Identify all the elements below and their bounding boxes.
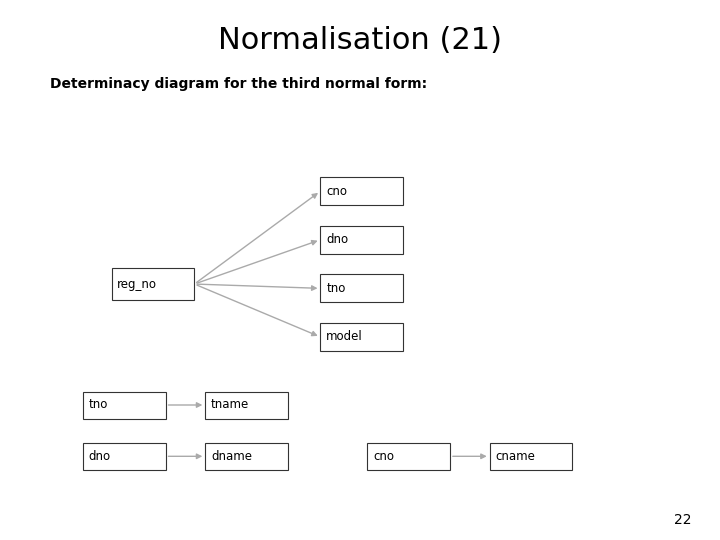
Text: 22: 22 xyxy=(674,512,691,526)
FancyBboxPatch shape xyxy=(490,443,572,470)
Text: dname: dname xyxy=(211,450,252,463)
Text: dno: dno xyxy=(326,233,348,246)
FancyBboxPatch shape xyxy=(112,268,194,300)
Text: cname: cname xyxy=(495,450,535,463)
Text: reg_no: reg_no xyxy=(117,278,158,291)
FancyBboxPatch shape xyxy=(83,443,166,470)
Text: model: model xyxy=(326,330,363,343)
FancyBboxPatch shape xyxy=(205,392,288,418)
FancyBboxPatch shape xyxy=(83,392,166,418)
FancyBboxPatch shape xyxy=(320,226,403,254)
FancyBboxPatch shape xyxy=(367,443,450,470)
FancyBboxPatch shape xyxy=(205,443,288,470)
Text: tname: tname xyxy=(211,399,249,411)
Text: tno: tno xyxy=(89,399,108,411)
Text: tno: tno xyxy=(326,282,346,295)
Text: cno: cno xyxy=(326,185,347,198)
Text: Normalisation (21): Normalisation (21) xyxy=(218,26,502,55)
Text: Determinacy diagram for the third normal form:: Determinacy diagram for the third normal… xyxy=(50,77,428,91)
Text: cno: cno xyxy=(373,450,394,463)
FancyBboxPatch shape xyxy=(320,274,403,302)
Text: dno: dno xyxy=(89,450,111,463)
FancyBboxPatch shape xyxy=(320,177,403,205)
FancyBboxPatch shape xyxy=(320,323,403,351)
